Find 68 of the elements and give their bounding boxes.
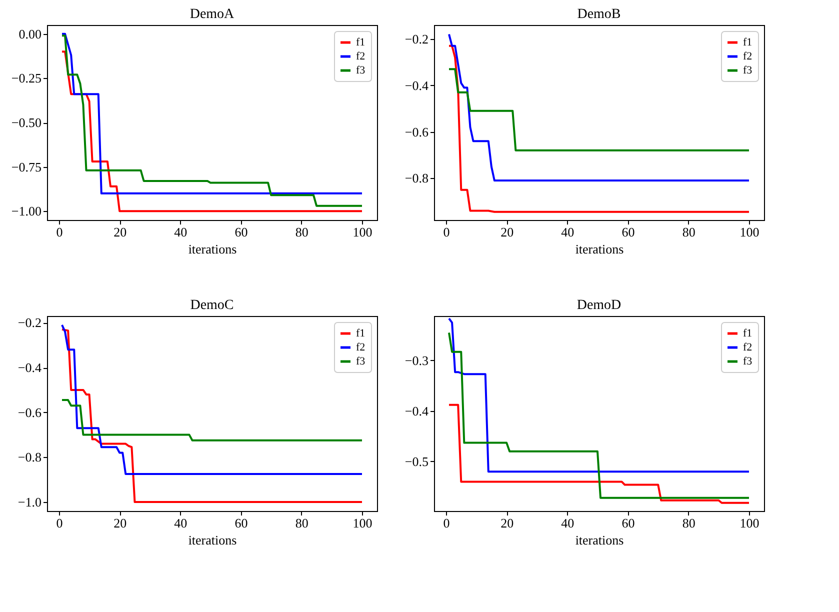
- y-tick-label: −0.8: [404, 170, 428, 186]
- legend-label: f2: [743, 342, 752, 354]
- y-tick-label: −0.50: [11, 115, 42, 130]
- x-tick-label: 60: [234, 224, 248, 240]
- legend-label: f2: [356, 50, 366, 62]
- x-tick-label: 100: [352, 516, 372, 530]
- x-tick-label: 20: [500, 224, 514, 240]
- chart-title: DemoA: [190, 7, 236, 22]
- x-tick-label: 80: [682, 516, 696, 530]
- x-tick-label: 60: [622, 224, 635, 240]
- line-series: [61, 399, 363, 442]
- x-axis-title: iterations: [188, 242, 237, 256]
- legend-label: f1: [356, 36, 366, 48]
- x-tick-label: 0: [443, 516, 450, 530]
- y-tick-label: −0.4: [404, 403, 429, 418]
- y-tick-label: −0.6: [404, 124, 429, 140]
- line-series: [448, 404, 750, 504]
- x-tick-label: 40: [174, 516, 188, 530]
- x-axis-title: iterations: [575, 532, 624, 548]
- x-tick-label: 60: [622, 516, 635, 530]
- y-tick-label: −0.3: [404, 352, 428, 368]
- y-tick-label: −0.4: [18, 360, 42, 376]
- y-tick-label: −0.6: [18, 404, 42, 420]
- legend-label: f2: [743, 50, 752, 62]
- line-series: [61, 324, 363, 476]
- x-tick-label: 100: [740, 224, 760, 240]
- y-tick-label: −0.2: [18, 315, 42, 330]
- y-tick-label: −0.8: [18, 450, 42, 465]
- x-axis-title: iterations: [188, 532, 237, 548]
- x-tick-label: 60: [234, 516, 248, 530]
- y-tick-label: −1.0: [18, 494, 42, 510]
- x-tick-label: 0: [56, 224, 63, 240]
- chart-title: DemoB: [577, 7, 621, 22]
- x-tick-label: 0: [443, 224, 450, 240]
- x-tick-label: 40: [561, 516, 574, 530]
- legend-label: f2: [356, 342, 366, 354]
- legend-label: f3: [356, 64, 366, 76]
- y-tick-label: −0.75: [11, 159, 42, 174]
- y-tick-label: −0.2: [404, 31, 428, 46]
- legend-label: f1: [743, 328, 752, 340]
- x-tick-label: 20: [500, 516, 514, 530]
- y-tick-label: −0.4: [404, 78, 429, 93]
- legend-label: f1: [743, 36, 752, 48]
- y-tick-label: 0.00: [18, 26, 42, 42]
- x-tick-label: 20: [114, 224, 127, 240]
- x-tick-label: 40: [174, 224, 188, 240]
- x-tick-label: 80: [682, 224, 696, 240]
- chart-title: DemoC: [190, 298, 234, 313]
- chart-title: DemoD: [576, 298, 622, 313]
- x-tick-label: 80: [295, 224, 308, 240]
- x-axis-title: iterations: [575, 242, 624, 256]
- line-series: [61, 328, 363, 504]
- y-tick-label: −0.25: [11, 70, 42, 86]
- x-tick-label: 100: [740, 516, 760, 530]
- line-series: [448, 44, 750, 213]
- y-tick-label: −1.00: [11, 204, 42, 219]
- x-tick-label: 100: [352, 224, 372, 240]
- x-tick-label: 40: [561, 224, 574, 240]
- x-tick-label: 20: [114, 516, 127, 530]
- legend-label: f1: [356, 328, 366, 340]
- x-tick-label: 0: [56, 516, 63, 530]
- legend-label: f3: [743, 356, 753, 368]
- legend-label: f3: [356, 356, 366, 368]
- legend-label: f3: [743, 64, 753, 76]
- y-tick-label: −0.5: [404, 454, 428, 469]
- x-tick-label: 80: [295, 516, 308, 530]
- line-series: [448, 318, 750, 473]
- line-series: [448, 33, 750, 182]
